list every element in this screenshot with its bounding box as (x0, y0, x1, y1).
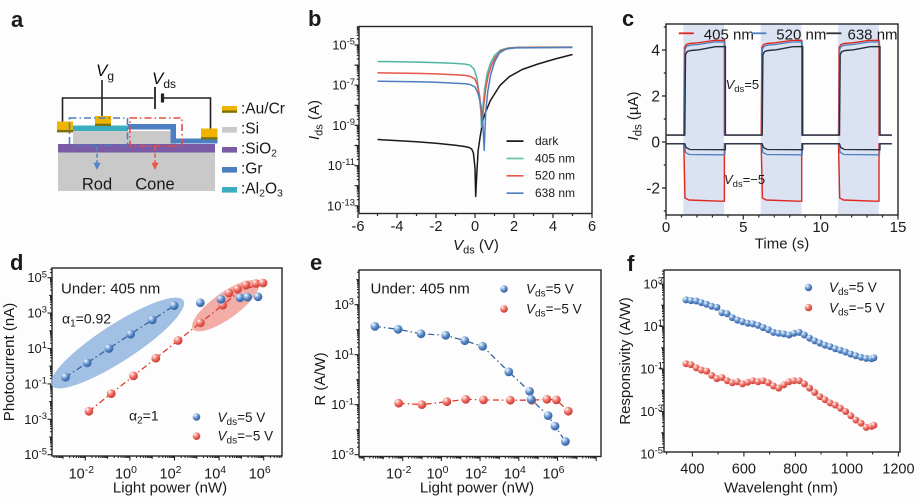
svg-text:400: 400 (680, 462, 704, 478)
svg-text:10-11: 10-11 (328, 156, 355, 173)
svg-text:101: 101 (334, 345, 354, 362)
svg-text:103: 103 (334, 295, 354, 312)
svg-text:Rod: Rod (82, 176, 112, 194)
svg-text:Light power (nW): Light power (nW) (113, 479, 227, 496)
svg-text:Vds=5 V: Vds=5 V (829, 280, 877, 298)
svg-text:6: 6 (588, 219, 596, 235)
svg-text:Vds=5 V: Vds=5 V (218, 410, 266, 428)
svg-text:0: 0 (651, 135, 660, 152)
svg-text:R (A/W): R (A/W) (312, 352, 329, 405)
svg-text:520 nm: 520 nm (535, 169, 575, 183)
svg-text:Ids (µA): Ids (µA) (625, 91, 645, 140)
svg-text:10-2: 10-2 (386, 465, 412, 483)
svg-text:0: 0 (471, 219, 479, 235)
svg-text:800: 800 (783, 462, 807, 478)
svg-text:Vds=−5 V: Vds=−5 V (829, 300, 885, 318)
svg-text:f: f (627, 251, 635, 276)
svg-text:2: 2 (651, 89, 660, 106)
svg-text::Au/Cr: :Au/Cr (241, 100, 285, 117)
svg-text:10-5: 10-5 (332, 36, 355, 53)
svg-text:10-5: 10-5 (640, 445, 663, 462)
svg-text:Under: 405 nm: Under: 405 nm (61, 280, 160, 297)
svg-text:Time (s): Time (s) (755, 236, 809, 253)
svg-text:-4: -4 (391, 219, 404, 235)
svg-text:-2: -2 (430, 219, 443, 235)
svg-text::SiO2: :SiO2 (241, 140, 277, 159)
svg-text:106: 106 (249, 465, 271, 483)
svg-text:1200: 1200 (882, 462, 914, 478)
svg-text:10-7: 10-7 (332, 76, 355, 93)
svg-text:Vds=5 V: Vds=5 V (526, 282, 574, 300)
svg-text:638 nm: 638 nm (848, 27, 898, 44)
svg-text:Vds=−5: Vds=−5 (724, 172, 765, 190)
svg-text:Responsivity (A/W): Responsivity (A/W) (617, 297, 634, 425)
svg-text:101: 101 (643, 317, 663, 334)
svg-text:Vds=−5 V: Vds=−5 V (218, 429, 274, 447)
svg-text:405 nm: 405 nm (704, 27, 754, 44)
svg-text:105: 105 (27, 268, 47, 285)
svg-text:-6: -6 (352, 219, 365, 235)
svg-text:Vds: Vds (152, 69, 176, 91)
svg-text:0: 0 (662, 219, 670, 236)
svg-text:10-1: 10-1 (640, 360, 663, 377)
svg-text:Wavelenght (nm): Wavelenght (nm) (724, 480, 838, 497)
svg-text:Vds=5: Vds=5 (726, 77, 760, 95)
svg-text:Under: 405 nm: Under: 405 nm (371, 281, 470, 298)
svg-text:Ids (A): Ids (A) (306, 100, 326, 140)
svg-text:e: e (310, 250, 322, 275)
svg-text:101: 101 (27, 339, 47, 356)
svg-text:103: 103 (643, 275, 663, 292)
svg-text:10-1: 10-1 (24, 375, 47, 392)
svg-text:103: 103 (27, 304, 47, 321)
svg-text:405 nm: 405 nm (535, 151, 575, 165)
svg-text::Si: :Si (241, 120, 259, 137)
svg-text:a: a (11, 7, 24, 32)
svg-text:Vds=−5 V: Vds=−5 V (526, 302, 582, 320)
svg-text:106: 106 (543, 465, 565, 483)
svg-text:10-9: 10-9 (332, 116, 355, 133)
svg-text:α1=0.92: α1=0.92 (62, 311, 111, 330)
svg-text:b: b (308, 6, 321, 31)
svg-text:10-3: 10-3 (640, 402, 663, 419)
svg-text:15: 15 (890, 219, 907, 236)
svg-text:10-5: 10-5 (24, 445, 47, 462)
svg-text:10-2: 10-2 (69, 465, 95, 483)
svg-text:Cone: Cone (135, 176, 174, 194)
svg-text:Vg: Vg (96, 61, 114, 83)
svg-text::Gr: :Gr (241, 160, 263, 177)
svg-text:-2: -2 (646, 181, 660, 198)
svg-text:10-13: 10-13 (327, 196, 355, 213)
svg-text:10-1: 10-1 (331, 395, 354, 412)
svg-text:600: 600 (732, 462, 756, 478)
svg-text:Vds (V): Vds (V) (453, 237, 499, 257)
svg-text:5: 5 (739, 219, 747, 236)
svg-text:4: 4 (651, 43, 660, 60)
svg-text:10-3: 10-3 (24, 410, 47, 427)
svg-text:2: 2 (510, 219, 518, 235)
svg-text:c: c (622, 6, 634, 31)
svg-text:10: 10 (812, 219, 829, 236)
svg-text:4: 4 (549, 219, 557, 235)
svg-text:α2=1: α2=1 (129, 408, 159, 427)
svg-text:dark: dark (535, 134, 559, 148)
svg-text:10-3: 10-3 (331, 445, 354, 462)
svg-text:638 nm: 638 nm (535, 186, 575, 200)
svg-text:Light power (nW): Light power (nW) (420, 479, 534, 496)
svg-text:1000: 1000 (831, 462, 863, 478)
svg-text:d: d (10, 250, 23, 275)
svg-text::Al2O3: :Al2O3 (241, 180, 283, 199)
svg-text:Photocurrent (nA): Photocurrent (nA) (1, 303, 18, 421)
svg-text:520 nm: 520 nm (776, 27, 826, 44)
